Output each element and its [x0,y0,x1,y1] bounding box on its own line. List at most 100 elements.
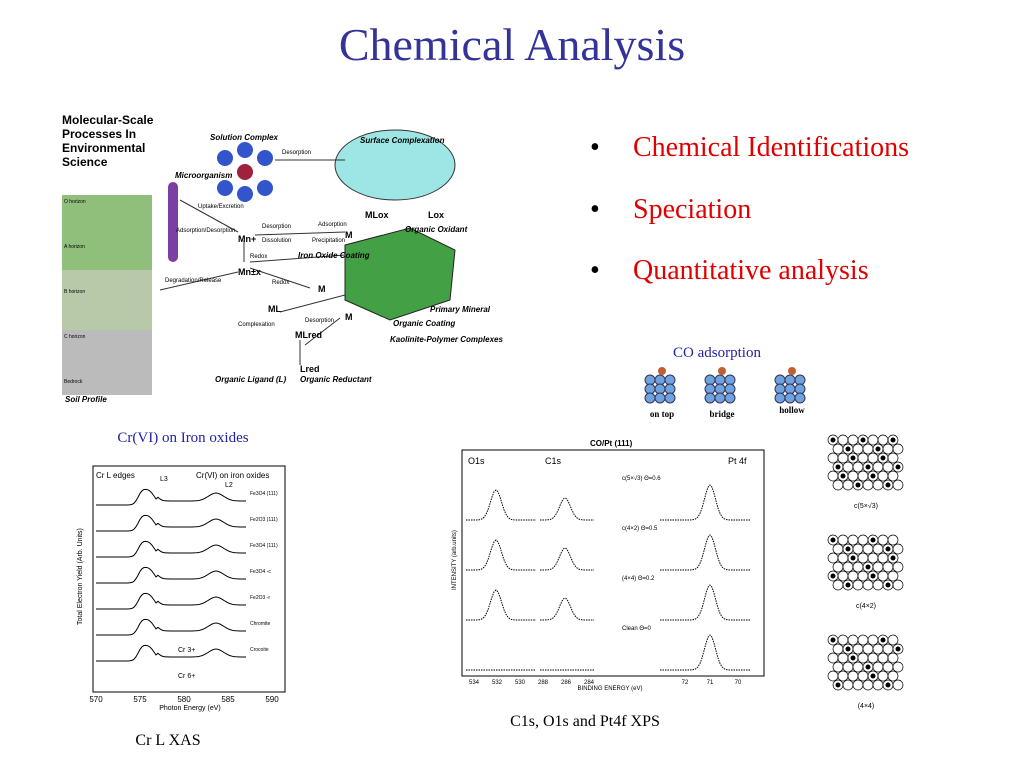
xps-curve [540,547,594,571]
adsorbate [845,582,851,588]
atom [857,570,869,582]
species-label: Mn±x [238,267,261,277]
heading-line: Processes In [62,127,136,141]
atom [852,461,864,473]
soil-layer [62,270,152,330]
figure-text: Pt 4f [728,456,747,466]
atom [867,452,879,464]
horizon-label: Bedrock [64,379,83,385]
atom [827,452,839,464]
figure-text: c(4×2) Θ=0.5 [622,526,658,532]
atom [867,434,879,446]
atom [887,634,899,646]
xps-curve [540,597,594,621]
microorganism [168,182,178,262]
atom [882,561,894,573]
figure-text: Crocoite [250,647,269,653]
atom [832,643,844,655]
horizon-label: O horizon [64,199,86,205]
figure-text: INTENSITY (arb.units) [452,530,458,590]
atom [857,634,869,646]
atom [842,479,854,491]
atom [847,470,859,482]
atom [857,534,869,546]
spectrum [96,488,246,506]
bullet-dot: • [590,132,600,163]
xps-curve [466,539,536,571]
adsorbate [895,464,901,470]
arrow-label: Redox [272,280,289,286]
atom [892,579,904,591]
xps-curve [660,534,750,571]
atom [837,670,849,682]
figure-text: 590 [265,695,279,704]
figure-label: Organic Reductant [300,375,372,384]
xps-curve [466,489,536,521]
species-label: MLox [365,210,389,220]
atom [837,552,849,564]
xas-caption: Cr(VI) on Iron oxides [117,430,248,446]
figure-label: Solution Complex [210,133,279,142]
arrows [159,159,346,365]
atom [842,561,854,573]
atom [887,470,899,482]
adsorbate [865,664,871,670]
mineral [344,227,456,321]
figure-text: Chromite [250,621,271,627]
figure-text: c(5×√3) Θ=0.6 [622,475,661,482]
species-label: MLred [295,330,322,340]
species-label: Lox [428,210,444,220]
xas-caption: Cr L XAS [135,732,200,749]
atom [724,392,736,404]
atom [837,634,849,646]
bullet: Quantitative analysis [633,255,869,286]
atom [877,534,889,546]
figure-label: Organic Coating [393,319,455,328]
atom [862,479,874,491]
atom [877,570,889,582]
figure-label: Iron Oxide Coating [298,251,370,260]
adsorbate [850,455,856,461]
figure-text: Fe3O4 (111) [250,543,278,549]
co-sites: on top bridge hollow [644,367,806,419]
species-label: M [345,230,353,240]
figure-text: CO/Pt (111) [590,439,633,448]
arrow-label: Precipitation [312,238,345,244]
atom [837,652,849,664]
adsorbate [870,473,876,479]
bullet: Speciation [633,194,751,225]
structure-label: c(5×√3) [854,502,878,510]
adsorbate [865,564,871,570]
structure-label: c(4×2) [856,603,876,610]
atom [887,670,899,682]
bullet: Chemical Identifications [633,132,909,163]
atom [887,452,899,464]
atom [857,552,869,564]
figure-label: Soil Profile [65,395,107,404]
figure-text: 286 [561,680,572,686]
atom [862,443,874,455]
adsorbate [830,637,836,643]
atom [837,534,849,546]
figure-text: 70 [735,680,742,686]
plot-frame [461,449,765,677]
atom [852,561,864,573]
adsorbate [855,482,861,488]
atom [827,552,839,564]
figure-label: Primary Mineral [430,305,491,314]
adsorbate [890,555,896,561]
adsorbate [860,437,866,443]
atom [877,470,889,482]
atom [872,461,884,473]
spectrum [96,566,246,584]
atom [832,561,844,573]
atom [852,679,864,691]
species-label: M [345,312,353,322]
figure-text: 530 [515,680,526,686]
atom [784,392,796,404]
arrow-label: Uptake/Excretion [198,204,244,210]
figure-text: BINDING ENERGY (eV) [578,686,643,692]
figure-heading: Molecular-Scale Processes In Environmental… [62,113,154,169]
atom [892,479,904,491]
